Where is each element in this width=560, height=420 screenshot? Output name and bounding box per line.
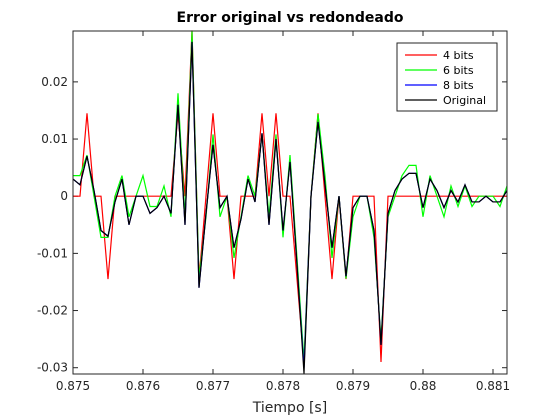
x-axis-label: Tiempo [s]	[252, 400, 327, 416]
x-tick-label: 0.875	[56, 379, 90, 393]
y-tick-label: 0.01	[41, 132, 68, 146]
y-tick-label: -0.01	[37, 246, 68, 260]
x-tick-label: 0.88	[410, 379, 437, 393]
chart-title: Error original vs redondeado	[177, 10, 404, 26]
series-line	[73, 31, 508, 361]
y-tick-label: 0.02	[41, 75, 68, 89]
x-tick-label: 0.878	[266, 379, 300, 393]
x-tick-label: 0.879	[336, 379, 370, 393]
axes-box	[72, 30, 508, 375]
series-line	[72, 41, 508, 374]
legend-label: 8 bits	[443, 79, 474, 92]
y-tick-label: 0	[60, 189, 68, 203]
legend-label: 4 bits	[443, 49, 474, 62]
series-line	[73, 30, 507, 363]
legend-box	[396, 42, 498, 112]
x-tick-label: 0.877	[196, 379, 230, 393]
x-tick-label: 0.876	[126, 379, 160, 393]
legend-label: 6 bits	[443, 64, 474, 77]
legend-label: Original	[443, 94, 486, 107]
x-tick-label: 0.881	[476, 379, 510, 393]
y-tick-label: -0.03	[37, 361, 68, 375]
y-tick-label: -0.02	[37, 304, 68, 318]
